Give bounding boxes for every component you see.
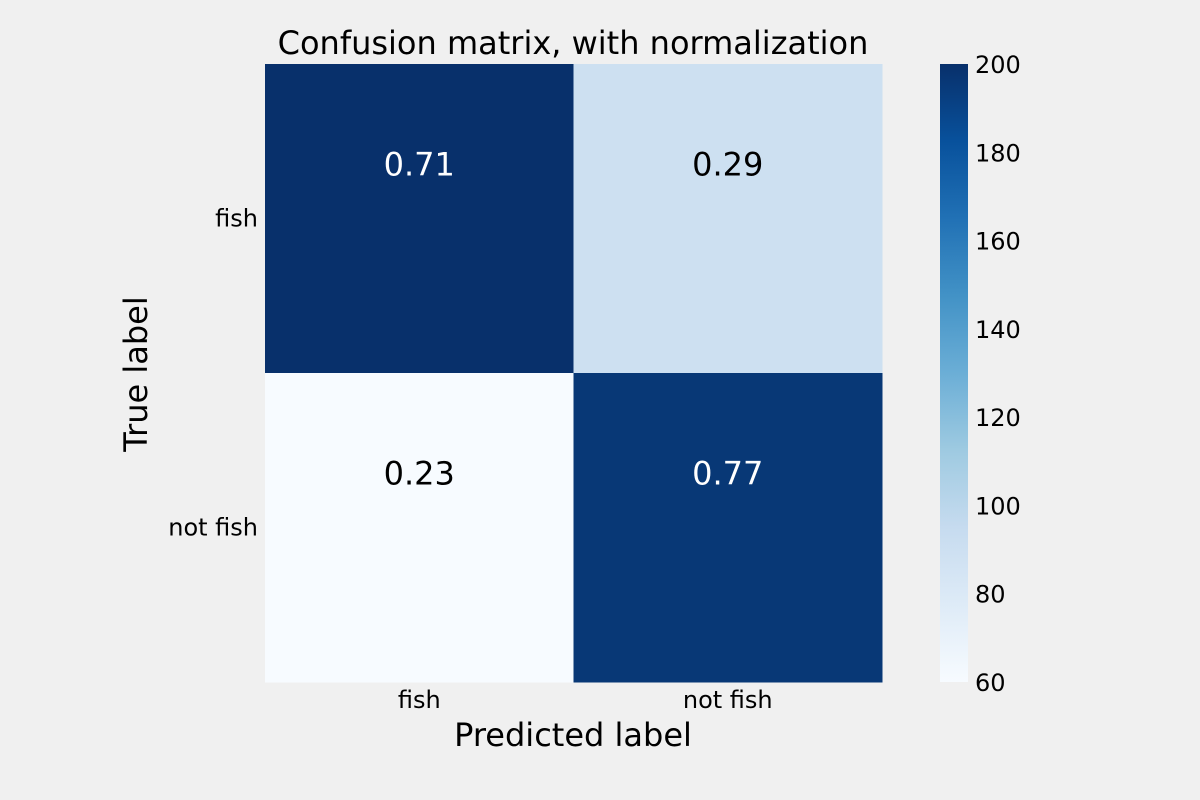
- colorbar-tick-label: 100: [975, 492, 1021, 520]
- y-tick-labels: fish not fish: [168, 205, 258, 542]
- colorbar-tick-label: 160: [975, 228, 1021, 256]
- matrix-cell-1-0: [265, 373, 574, 683]
- matrix-cell-0-1: [573, 64, 883, 374]
- colorbar-tick-label: 60: [975, 669, 1006, 697]
- x-tick-label: fish: [398, 686, 441, 714]
- chart-title: Confusion matrix, with normalization: [278, 24, 869, 62]
- colorbar-tick-label: 180: [975, 139, 1021, 167]
- colorbar-tick-label: 200: [975, 51, 1021, 79]
- x-tick-label: not fish: [683, 686, 773, 714]
- y-tick-label: not fish: [168, 514, 258, 542]
- y-tick-label: fish: [215, 205, 258, 233]
- cell-value-labels: 0.71 0.29 0.23 0.77: [384, 146, 764, 493]
- matrix-cells: [265, 64, 883, 683]
- x-axis-label: Predicted label: [454, 716, 692, 754]
- cell-value-label: 0.29: [692, 146, 763, 184]
- cell-value-label: 0.71: [384, 146, 455, 184]
- cell-value-label: 0.77: [692, 455, 763, 493]
- colorbar-tick-labels: 60 80 100 120 140 160 180 200: [975, 51, 1021, 697]
- matrix-cell-0-0: [265, 64, 574, 374]
- cell-value-label: 0.23: [384, 455, 455, 493]
- x-tick-labels: fish not fish: [398, 686, 773, 714]
- y-axis-label: True label: [117, 296, 155, 453]
- colorbar-tick-label: 120: [975, 404, 1021, 432]
- colorbar: [940, 64, 968, 682]
- colorbar-tick-label: 140: [975, 316, 1021, 344]
- matrix-cell-1-1: [573, 373, 883, 683]
- colorbar-tick-label: 80: [975, 581, 1006, 609]
